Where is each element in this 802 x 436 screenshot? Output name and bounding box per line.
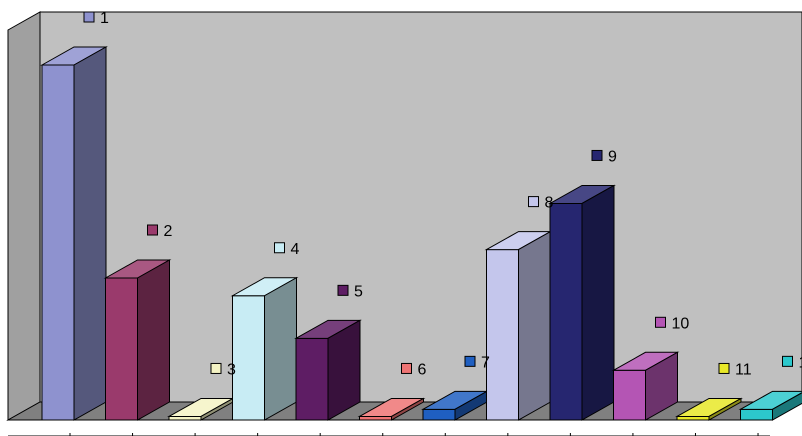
bar-side-face	[708, 397, 742, 421]
bar-front-face	[676, 415, 710, 421]
bar-front-face	[41, 64, 75, 421]
bar-10	[611, 351, 680, 421]
bar-12	[738, 390, 802, 421]
data-label-text: 11	[735, 361, 752, 378]
data-label-text: 4	[291, 241, 300, 258]
label-color-swatch	[274, 242, 285, 254]
chart-side-wall	[7, 11, 41, 421]
data-label-3: 3	[210, 361, 236, 378]
data-label-6: 6	[401, 361, 427, 378]
data-label-8: 8	[528, 195, 554, 212]
data-label-text: 3	[227, 361, 236, 378]
bar-side-face	[73, 46, 107, 421]
data-label-text: 8	[545, 195, 554, 212]
bar-1	[40, 46, 108, 421]
bar-front-face	[295, 337, 329, 421]
data-label-text: 2	[164, 223, 173, 240]
bar-side-face	[391, 397, 424, 421]
data-label-7: 7	[464, 354, 490, 371]
bar-front-face	[105, 277, 138, 421]
bar-2	[103, 259, 172, 421]
bar-front-face	[232, 295, 265, 421]
data-label-text: 10	[672, 315, 690, 332]
data-label-1: 1	[83, 10, 109, 27]
label-color-swatch	[83, 11, 95, 23]
bar-front-face	[422, 408, 456, 421]
bar-side-face	[772, 392, 802, 421]
data-label-text: 1	[100, 10, 109, 27]
bar-6	[357, 397, 426, 421]
data-label-4: 4	[274, 241, 300, 258]
label-color-swatch	[782, 355, 793, 367]
bar-side-face	[264, 276, 297, 421]
data-label-12: 12	[782, 354, 802, 371]
bar-front-face	[359, 415, 392, 421]
bar-front-face	[549, 202, 583, 421]
data-label-text: 5	[354, 283, 363, 300]
data-label-11: 11	[718, 361, 752, 378]
bar-side-face	[327, 319, 361, 421]
data-label-text: 6	[418, 361, 427, 378]
data-label-text: 9	[608, 148, 617, 165]
bar-side-face	[645, 351, 678, 421]
bar-8	[484, 230, 553, 421]
label-color-swatch	[337, 284, 349, 296]
label-color-swatch	[210, 362, 222, 374]
bar-side-face	[518, 230, 551, 421]
data-label-text: 12	[799, 354, 802, 371]
bar-top-face	[738, 390, 802, 410]
bar-side-face	[581, 184, 615, 421]
data-label-10: 10	[655, 315, 690, 332]
label-color-swatch	[528, 196, 539, 208]
label-color-swatch	[464, 355, 476, 367]
data-label-text: 7	[481, 354, 490, 371]
data-label-9: 9	[591, 148, 617, 165]
bar-front-face	[168, 415, 202, 421]
label-color-swatch	[718, 362, 730, 374]
bar-7	[421, 390, 489, 421]
chart-labels: 123456789101112	[83, 10, 802, 378]
bar-5	[294, 319, 362, 421]
bar-front-face	[486, 249, 519, 421]
data-label-5: 5	[337, 283, 363, 300]
bar-11	[675, 397, 743, 421]
bar-front-face	[613, 369, 646, 421]
data-label-2: 2	[147, 223, 173, 240]
bar-9	[548, 184, 616, 421]
label-color-swatch	[147, 224, 158, 236]
label-color-swatch	[591, 149, 603, 161]
chart-bars	[40, 46, 802, 421]
label-color-swatch	[655, 316, 666, 328]
label-color-swatch	[401, 362, 412, 374]
bar-4	[230, 276, 299, 421]
bar-front-face	[740, 408, 773, 421]
bar-side-face	[137, 259, 170, 421]
